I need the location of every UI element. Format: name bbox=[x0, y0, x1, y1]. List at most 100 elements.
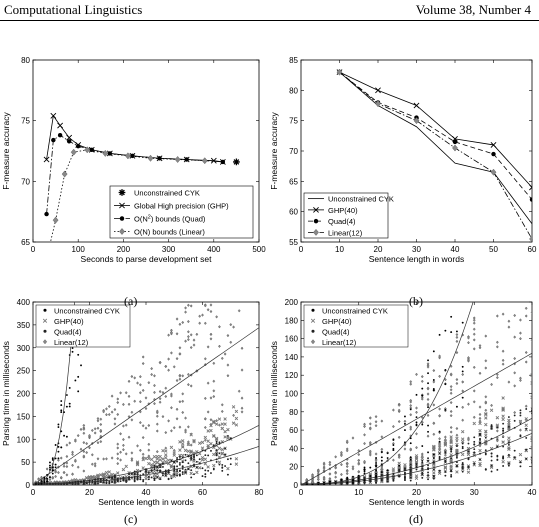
trend-line bbox=[33, 327, 259, 485]
data-point bbox=[62, 464, 66, 468]
legend-marker bbox=[43, 308, 47, 312]
data-point bbox=[495, 416, 500, 420]
data-point bbox=[195, 460, 198, 463]
data-point bbox=[496, 426, 499, 429]
data-point bbox=[124, 423, 128, 427]
series-line bbox=[50, 149, 205, 242]
data-point bbox=[142, 478, 145, 481]
data-point bbox=[415, 463, 418, 465]
data-point bbox=[60, 404, 63, 407]
data-point bbox=[155, 429, 159, 433]
data-point bbox=[145, 470, 147, 473]
legend-label: GHP(40) bbox=[54, 317, 84, 326]
data-point bbox=[172, 474, 176, 479]
y-tick-label: 50 bbox=[21, 458, 30, 467]
data-point bbox=[142, 473, 145, 476]
data-point bbox=[226, 333, 230, 338]
data-point bbox=[507, 380, 511, 384]
data-point bbox=[427, 424, 429, 427]
data-point bbox=[121, 443, 125, 448]
data-point bbox=[375, 481, 378, 484]
data-point bbox=[224, 465, 227, 467]
data-point bbox=[189, 449, 193, 453]
data-point bbox=[173, 460, 176, 463]
y-tick-label: 180 bbox=[285, 316, 299, 325]
data-point bbox=[409, 403, 413, 408]
y-tick-label: 80 bbox=[289, 86, 298, 95]
data-point bbox=[450, 315, 453, 318]
data-point bbox=[80, 364, 82, 367]
data-point bbox=[147, 448, 151, 452]
x-tick-label: 40 bbox=[528, 488, 537, 497]
data-point bbox=[144, 406, 148, 411]
data-point bbox=[484, 334, 488, 338]
data-point bbox=[443, 466, 448, 470]
legend-marker bbox=[313, 218, 319, 224]
data-point bbox=[490, 425, 493, 428]
data-point bbox=[334, 466, 338, 470]
data-point bbox=[455, 377, 459, 382]
data-point bbox=[501, 407, 505, 411]
data-point bbox=[443, 438, 447, 442]
data-point bbox=[51, 466, 54, 469]
data-point bbox=[369, 475, 372, 477]
data-point bbox=[101, 472, 106, 476]
data-point bbox=[513, 384, 517, 388]
data-point bbox=[105, 481, 108, 484]
data-point bbox=[226, 473, 229, 476]
data-point bbox=[421, 467, 424, 470]
data-point bbox=[77, 353, 80, 356]
data-point bbox=[495, 436, 499, 440]
data-point bbox=[169, 330, 173, 335]
data-point bbox=[409, 442, 412, 445]
data-point bbox=[113, 474, 116, 477]
data-point bbox=[484, 453, 487, 456]
data-point bbox=[398, 464, 401, 467]
data-point bbox=[54, 463, 57, 466]
data-point bbox=[368, 427, 372, 431]
caption-b: (b) bbox=[409, 294, 423, 308]
data-point bbox=[116, 442, 120, 446]
y-tick-label: 300 bbox=[17, 344, 31, 353]
y-tick-label: 0 bbox=[294, 481, 299, 490]
data-point bbox=[201, 313, 204, 317]
data-point bbox=[502, 465, 505, 467]
data-point bbox=[144, 476, 148, 481]
data-point bbox=[432, 445, 436, 450]
data-point bbox=[316, 471, 320, 475]
data-point bbox=[345, 469, 349, 473]
data-point bbox=[169, 394, 173, 398]
data-point bbox=[70, 148, 77, 156]
data-point bbox=[181, 473, 184, 475]
data-point bbox=[449, 464, 453, 468]
data-point bbox=[386, 472, 389, 475]
data-point bbox=[375, 479, 378, 482]
x-tick-label: 500 bbox=[252, 245, 266, 254]
data-point bbox=[178, 377, 182, 381]
legend-box bbox=[303, 192, 389, 239]
data-point bbox=[426, 386, 430, 390]
data-point bbox=[472, 460, 476, 465]
data-point bbox=[124, 391, 128, 395]
data-point bbox=[495, 314, 499, 318]
data-point bbox=[415, 465, 418, 467]
chart-c: 0 20 40 60 80 0 50 100 150 200 250 300 350 400 Sentenc… bbox=[1, 298, 264, 507]
data-point bbox=[221, 463, 224, 466]
data-point bbox=[60, 400, 63, 402]
data-point bbox=[478, 421, 482, 426]
data-point bbox=[125, 481, 128, 483]
data-point bbox=[184, 157, 189, 162]
data-point bbox=[99, 478, 102, 481]
data-point bbox=[444, 383, 447, 386]
data-point bbox=[513, 410, 517, 415]
data-point bbox=[491, 151, 496, 157]
data-point bbox=[380, 467, 384, 471]
data-point bbox=[421, 387, 424, 390]
data-point bbox=[162, 462, 164, 465]
data-point bbox=[502, 429, 505, 432]
series-line bbox=[339, 71, 532, 188]
trend-line bbox=[301, 432, 532, 485]
data-point bbox=[215, 449, 218, 451]
data-point bbox=[404, 415, 406, 418]
data-point bbox=[164, 453, 168, 457]
